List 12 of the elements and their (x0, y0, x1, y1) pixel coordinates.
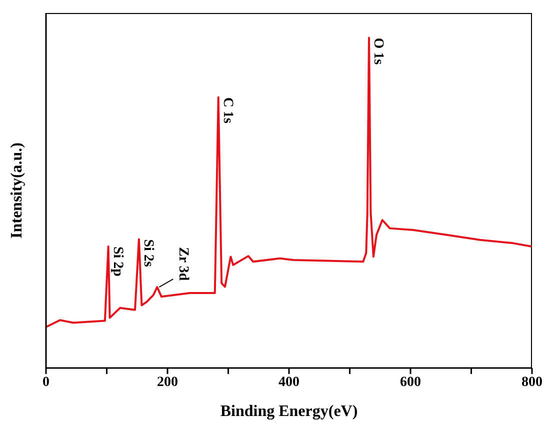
annotation: C 1s (220, 97, 235, 124)
annotation: Zr 3d (176, 247, 191, 281)
annotation: Si 2p (110, 246, 125, 277)
x-tick-label: 400 (278, 374, 300, 390)
x-tick-label: 600 (400, 374, 421, 390)
x-tick-label: 0 (42, 374, 50, 390)
annotation: O 1s (370, 38, 386, 66)
x-tick-label: 200 (157, 374, 178, 390)
x-axis-title: Binding Energy(eV) (220, 403, 358, 420)
annotation: Si 2s (140, 239, 156, 268)
y-axis-title: Intensity(a.u.) (8, 142, 26, 239)
x-tick-label: 800 (522, 374, 542, 390)
